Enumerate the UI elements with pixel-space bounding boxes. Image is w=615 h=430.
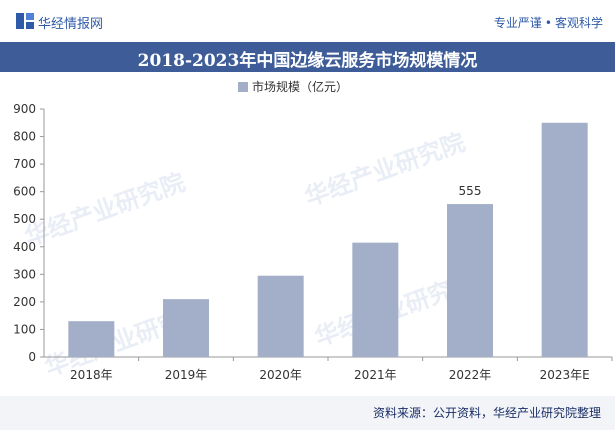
legend-swatch <box>238 81 248 92</box>
footer-bar <box>0 396 615 430</box>
logo-icon <box>16 13 34 29</box>
tagline-right: 客观科学 <box>554 16 603 30</box>
x-tick-label: 2019年 <box>165 368 208 382</box>
bar <box>541 122 588 358</box>
y-tick-label: 700 <box>13 157 36 171</box>
y-tick-label: 0 <box>28 350 36 364</box>
tagline-left: 专业严谨 <box>493 16 542 30</box>
legend-label: 市场规模（亿元） <box>252 80 349 94</box>
y-tick-label: 400 <box>13 240 36 254</box>
y-tick-label: 900 <box>13 102 36 116</box>
y-tick-label: 600 <box>13 185 36 199</box>
y-tick-label: 500 <box>13 212 36 226</box>
y-tick-label: 300 <box>13 267 36 281</box>
y-tick-label: 800 <box>13 130 36 144</box>
x-tick-label: 2018年 <box>70 368 113 382</box>
x-tick-label: 2020年 <box>259 368 302 382</box>
y-tick-label: 100 <box>13 322 36 336</box>
chart-legend: 市场规模（亿元） <box>238 78 348 96</box>
tagline: 专业严谨 • 客观科学 <box>494 14 603 31</box>
bar <box>163 299 209 357</box>
brand-name: 华经情报网 <box>38 17 104 32</box>
y-tick-label: 200 <box>13 295 36 309</box>
title-bar: 2018-2023年中国边缘云服务市场规模情况 <box>0 42 615 72</box>
data-label: 555 <box>459 184 482 198</box>
x-tick-label: 2021年 <box>354 368 397 382</box>
bar <box>68 321 115 357</box>
separator-dot-icon: • <box>544 16 552 30</box>
chart-title: 2018-2023年中国边缘云服务市场规模情况 <box>137 51 478 71</box>
header-bar: 华经情报网 专业严谨 • 客观科学 <box>0 0 615 42</box>
x-tick-label: 2023年E <box>540 368 590 382</box>
bar <box>352 242 399 357</box>
bar <box>447 204 493 357</box>
bar <box>257 275 304 357</box>
source-note: 资料来源：公开资料，华经产业研究院整理 <box>372 406 601 420</box>
x-tick-label: 2022年 <box>449 368 492 382</box>
